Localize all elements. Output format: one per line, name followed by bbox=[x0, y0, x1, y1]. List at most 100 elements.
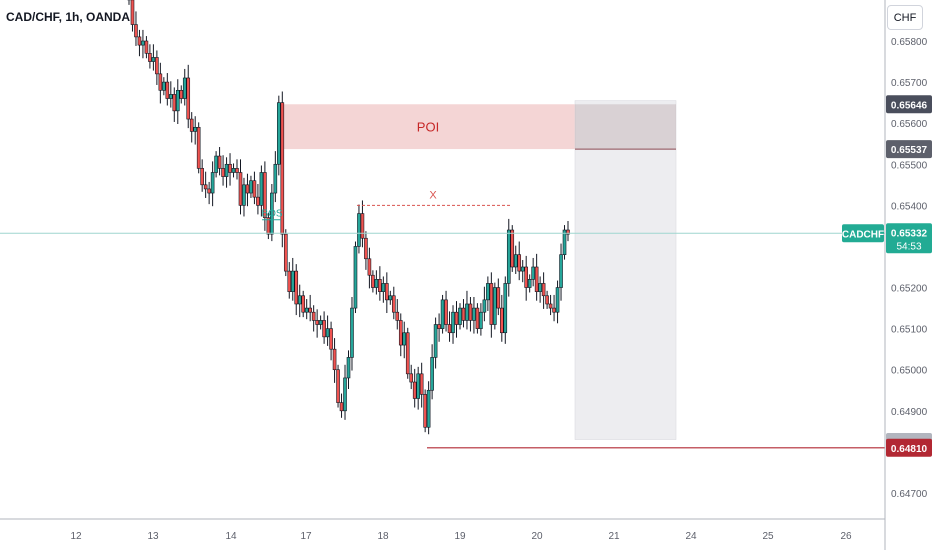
candle-up bbox=[210, 172, 215, 194]
poi-label: POI bbox=[417, 120, 439, 135]
price-badge bbox=[886, 95, 932, 114]
time-tick: 12 bbox=[70, 531, 82, 542]
candle-up bbox=[304, 307, 309, 313]
candle-down bbox=[419, 373, 424, 395]
time-tick: 14 bbox=[225, 531, 237, 542]
candle-up bbox=[290, 270, 295, 292]
price-tick: 0.64700 bbox=[891, 489, 928, 500]
candle-down bbox=[228, 163, 232, 173]
candle-down bbox=[405, 332, 410, 375]
candle-down bbox=[203, 184, 208, 190]
candle-up bbox=[273, 163, 278, 194]
candle-up bbox=[353, 246, 358, 309]
candle-up bbox=[214, 155, 218, 173]
currency-button[interactable]: CHF bbox=[887, 5, 923, 30]
candle-down bbox=[158, 73, 163, 91]
candle-up bbox=[458, 307, 462, 325]
candle-down bbox=[461, 307, 466, 321]
candle-down bbox=[371, 274, 375, 288]
projection-overlap bbox=[575, 104, 676, 150]
last-price-badge bbox=[886, 223, 932, 254]
candle-up bbox=[277, 102, 281, 165]
candle-down bbox=[412, 381, 417, 399]
time-tick: 20 bbox=[531, 531, 543, 542]
price-tick: 0.65500 bbox=[891, 160, 928, 171]
candle-up bbox=[479, 311, 483, 329]
candle-down bbox=[566, 229, 570, 235]
candle-up bbox=[169, 94, 173, 99]
candle-up bbox=[343, 377, 347, 412]
candle-up bbox=[346, 357, 351, 379]
candle-up bbox=[451, 311, 455, 334]
price-badge-label: 0.64810 bbox=[891, 444, 928, 455]
candle-down bbox=[196, 126, 201, 169]
candle-up bbox=[193, 126, 197, 132]
candle-up bbox=[538, 283, 542, 292]
swing-high-label: X bbox=[429, 189, 437, 201]
price-badge-label: 0.65646 bbox=[891, 100, 928, 111]
time-tick: 24 bbox=[685, 531, 697, 542]
candle-down bbox=[391, 295, 396, 313]
price-badge bbox=[886, 438, 932, 457]
candle-down bbox=[548, 303, 553, 309]
candle-up bbox=[182, 77, 187, 99]
candle-down bbox=[364, 237, 368, 260]
candle-down bbox=[409, 373, 414, 383]
candle-down bbox=[336, 369, 340, 403]
price-tick: 0.65200 bbox=[891, 284, 928, 295]
candle-down bbox=[144, 40, 149, 54]
candle-down bbox=[447, 324, 452, 334]
candle-down bbox=[308, 307, 312, 313]
candle-down bbox=[148, 53, 152, 62]
candle-down bbox=[510, 229, 515, 268]
candle-down bbox=[552, 307, 556, 313]
candle-down bbox=[217, 155, 222, 169]
candle-down bbox=[423, 394, 427, 428]
candle-up bbox=[231, 168, 236, 173]
candle-up bbox=[527, 279, 532, 288]
candle-up bbox=[374, 279, 379, 288]
price-tick: 0.65400 bbox=[891, 201, 928, 212]
candle-down bbox=[221, 168, 225, 177]
candle-down bbox=[238, 172, 243, 206]
candle-down bbox=[266, 217, 271, 235]
symbol-tag[interactable] bbox=[842, 224, 884, 243]
candle-up bbox=[141, 40, 145, 46]
symbol-tag-label: CADCHF bbox=[842, 229, 884, 240]
time-tick: 13 bbox=[147, 531, 159, 542]
projection-box[interactable] bbox=[574, 100, 677, 440]
candle-down bbox=[311, 311, 316, 321]
candle-up bbox=[402, 332, 407, 346]
candle-up bbox=[440, 299, 445, 329]
candle-up bbox=[513, 254, 518, 268]
candle-down bbox=[235, 168, 239, 173]
candle-down bbox=[189, 118, 194, 132]
candle-up bbox=[318, 320, 323, 325]
candle-up bbox=[465, 303, 469, 321]
candle-down bbox=[534, 266, 539, 292]
candle-down bbox=[360, 213, 365, 239]
candle-down bbox=[385, 283, 389, 301]
candle-down bbox=[301, 295, 306, 313]
candle-up bbox=[520, 266, 525, 272]
candle-down bbox=[378, 279, 382, 292]
candle-down bbox=[245, 184, 250, 194]
candle-down bbox=[437, 324, 441, 329]
candle-down bbox=[283, 233, 288, 272]
candle-down bbox=[322, 320, 326, 338]
candle-down bbox=[134, 24, 138, 38]
candle-down bbox=[475, 307, 480, 329]
price-tick: 0.64900 bbox=[891, 407, 928, 418]
candle-up bbox=[325, 328, 330, 338]
candle-down bbox=[332, 348, 337, 371]
candle-up bbox=[270, 192, 274, 235]
candle-down bbox=[165, 81, 170, 99]
price-tick: 0.65000 bbox=[891, 366, 928, 377]
candle-up bbox=[433, 324, 438, 358]
time-tick: 18 bbox=[377, 531, 389, 542]
candle-up bbox=[297, 295, 302, 305]
price-badge bbox=[886, 140, 932, 159]
candle-down bbox=[155, 57, 159, 75]
candle-down bbox=[287, 270, 292, 292]
